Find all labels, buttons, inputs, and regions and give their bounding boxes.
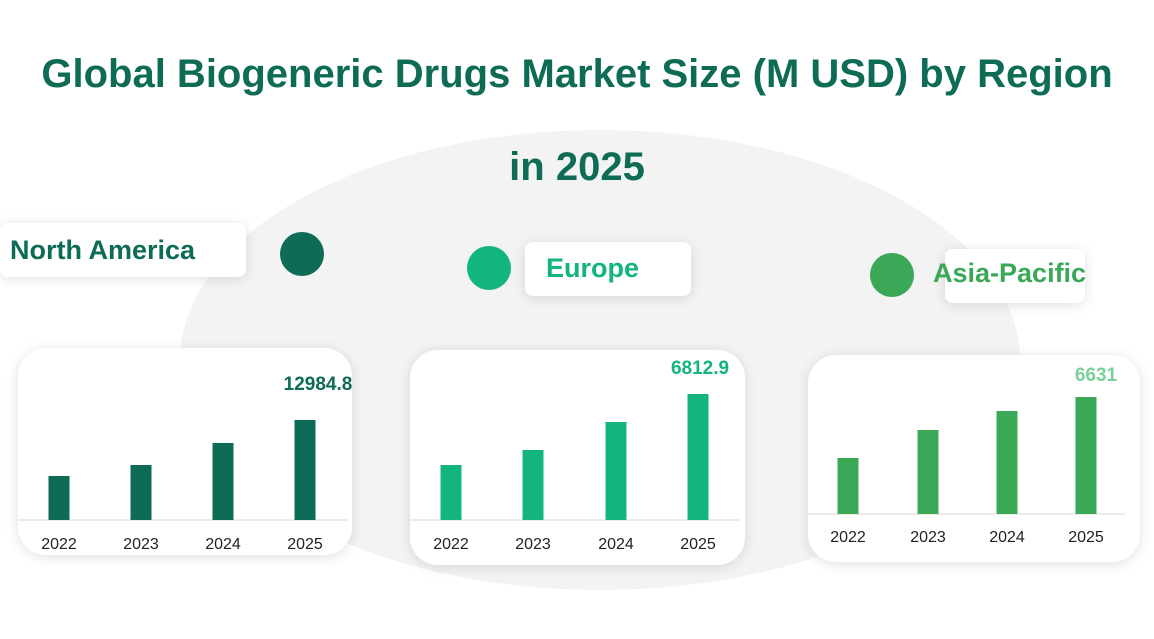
x-tick-label: 2022: [433, 536, 469, 553]
x-tick-label: 2022: [41, 536, 77, 553]
bar: [294, 420, 316, 520]
bar: [605, 421, 627, 520]
title-pill: [525, 242, 691, 296]
region-dot: [870, 253, 914, 297]
x-tick-label: 2023: [515, 536, 551, 553]
bar: [212, 443, 234, 520]
region-dot: [467, 246, 511, 290]
x-tick-label: 2025: [680, 536, 716, 553]
region-name: Asia-Pacific: [933, 258, 1086, 288]
x-tick-label: 2024: [989, 529, 1025, 546]
value-label: 12984.8: [284, 374, 353, 395]
x-tick-label: 2025: [287, 536, 323, 553]
chart-panel: [410, 350, 745, 565]
x-tick-label: 2024: [205, 536, 241, 553]
value-label: 6812.9: [671, 358, 729, 379]
chart-panel: [808, 355, 1140, 562]
title-pill: [945, 249, 1085, 303]
title-pill: [0, 223, 246, 277]
bar: [130, 464, 152, 520]
x-tick-label: 2025: [1068, 529, 1104, 546]
region-name: Europe: [546, 253, 639, 283]
region-dot: [280, 232, 324, 276]
value-label: 6631: [1075, 365, 1118, 386]
bar: [996, 410, 1018, 514]
region-name: North America: [10, 235, 196, 265]
bar: [522, 449, 544, 520]
bar: [687, 394, 709, 520]
x-tick-label: 2022: [830, 529, 866, 546]
bar: [48, 476, 70, 520]
bar: [837, 457, 859, 514]
bar: [440, 464, 462, 520]
chart-panel: [18, 348, 352, 555]
x-tick-label: 2024: [598, 536, 634, 553]
x-tick-label: 2023: [910, 529, 946, 546]
bar: [917, 429, 939, 514]
x-tick-label: 2023: [123, 536, 159, 553]
bar: [1075, 397, 1097, 514]
page-title: Global Biogeneric Drugs Market Size (M U…: [41, 52, 1113, 189]
